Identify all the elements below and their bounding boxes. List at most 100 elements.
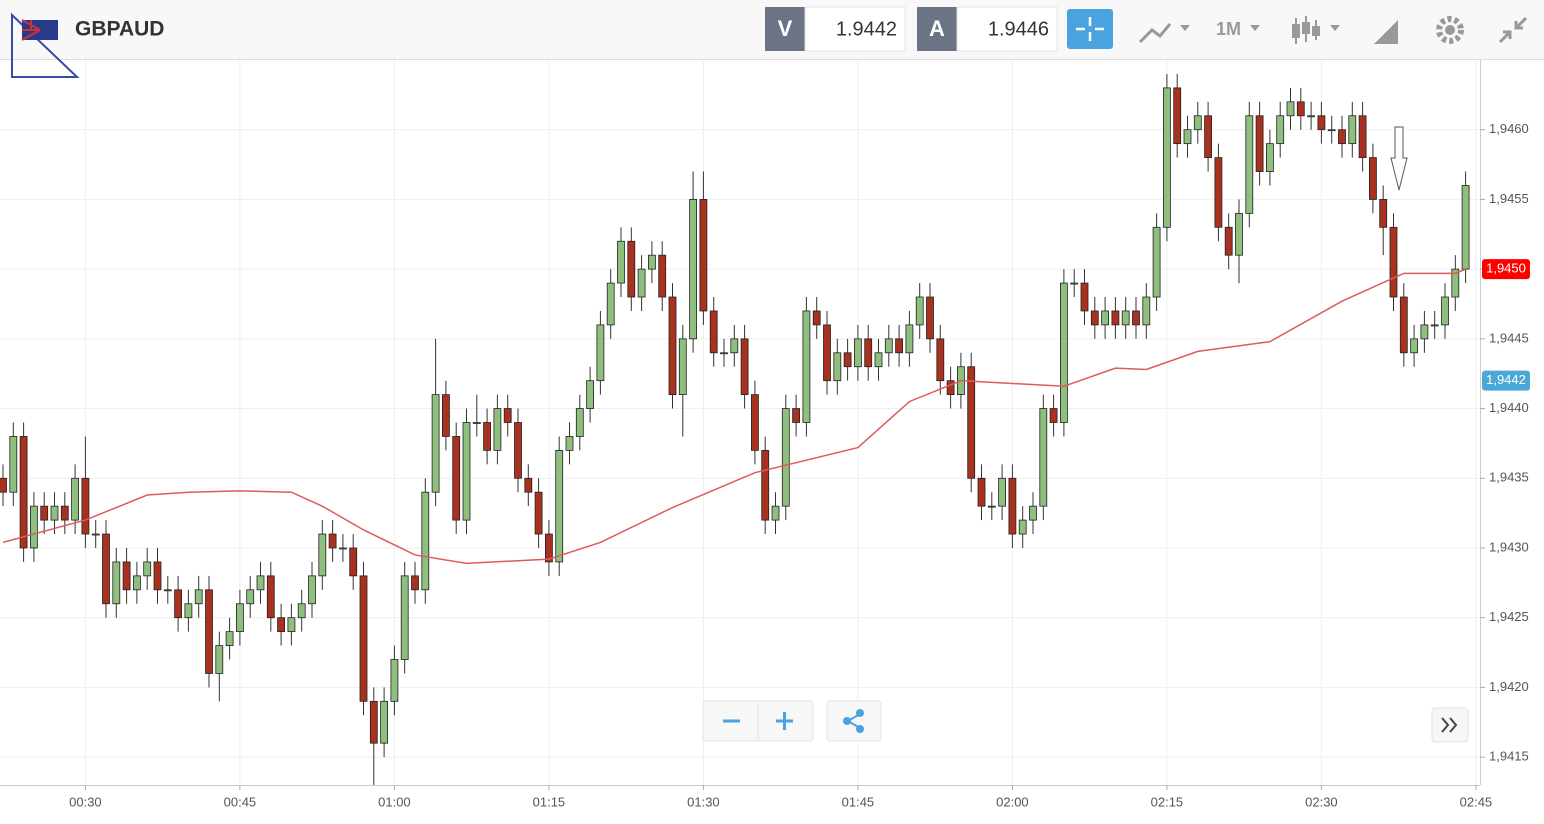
candle-body [1358, 115, 1367, 158]
share-button[interactable] [826, 700, 882, 742]
candle-body [9, 436, 18, 493]
zoom-in-button[interactable] [776, 712, 793, 730]
candle-body [678, 338, 687, 396]
candle-body [1430, 324, 1439, 327]
candle-body [1317, 115, 1326, 131]
candle-body [1245, 115, 1254, 214]
candle-body [905, 324, 914, 354]
candle-body [1286, 101, 1295, 117]
candle-body [256, 575, 265, 591]
candle-body [709, 310, 718, 354]
candle-body [40, 505, 49, 521]
candle-body [1451, 268, 1460, 298]
candle-body [586, 380, 594, 409]
moving-average [2, 268, 1466, 565]
candle-body [235, 603, 244, 633]
symbol: GBPAUD [75, 18, 164, 41]
candle-body [802, 310, 811, 423]
x-tick-label: 01:15 [533, 794, 566, 809]
candle-body [946, 380, 955, 396]
candle-body [1369, 157, 1377, 200]
bid-box[interactable] [765, 7, 805, 51]
x-tick-label: 01:45 [842, 794, 875, 809]
candle-body [1296, 101, 1305, 117]
candle-body [266, 575, 275, 619]
scroll-end-icon [1441, 717, 1458, 733]
collapse-icon[interactable] [1498, 16, 1528, 44]
candle-body [864, 338, 873, 368]
candle-body [833, 352, 842, 382]
candle-body [792, 408, 800, 423]
x-tick-label: 00:30 [69, 794, 102, 809]
candle-body [431, 394, 440, 493]
plot [0, 73, 1470, 785]
candle-body [0, 477, 7, 493]
ask-box[interactable] [917, 7, 957, 51]
drawing-icon[interactable] [1374, 20, 1398, 44]
candle-body [771, 505, 780, 521]
candle-body [565, 436, 574, 451]
y-tick-label: 1,9435 [1489, 470, 1529, 485]
x-tick-label: 02:15 [1151, 794, 1184, 809]
candle-body [503, 408, 512, 423]
candle-body [967, 366, 976, 479]
candle-body [689, 199, 697, 340]
y-tick-label: 1,9460 [1489, 121, 1529, 136]
candle-body [369, 700, 378, 744]
candle-body [1173, 87, 1182, 145]
timeframe[interactable]: 1M [1216, 19, 1241, 39]
candle-body [514, 422, 522, 479]
dropdown-arrow [1330, 25, 1340, 31]
candle-body [977, 477, 986, 507]
candle-body [153, 561, 162, 591]
scroll-end-button[interactable] [1431, 707, 1469, 743]
arrow-annotation [1390, 126, 1408, 191]
candle-body [534, 491, 543, 535]
candle-body [50, 505, 59, 521]
candle-body [1420, 324, 1429, 340]
bid-value-box [804, 6, 906, 52]
candle-body [1327, 129, 1336, 132]
dropdown-arrow [1180, 25, 1190, 31]
price-label-box [1482, 259, 1530, 280]
candle-body [1090, 310, 1099, 326]
candle-body [246, 589, 255, 605]
x-tick-label: 01:00 [378, 794, 411, 809]
candle-body [627, 240, 636, 298]
settings-icon[interactable] [1436, 16, 1464, 44]
candles-icon-body [1312, 26, 1320, 36]
candle-body [648, 254, 656, 270]
candle-body [1193, 115, 1202, 131]
candle-body [1163, 87, 1171, 228]
price-label: 1,9442 [1486, 372, 1526, 387]
candle-body [730, 338, 739, 354]
candle-body [720, 352, 728, 355]
share-icon-dot [856, 709, 864, 717]
candle-body [349, 547, 358, 577]
ask-value: 1.9446 [988, 18, 1049, 40]
candle-body [338, 547, 347, 550]
y-tick-label: 1,9445 [1489, 330, 1529, 345]
candle-body [441, 394, 450, 437]
candle-body [1111, 310, 1120, 326]
candle-body [81, 477, 90, 535]
candle-body [1039, 408, 1048, 507]
crosshair-button[interactable] [1067, 9, 1113, 49]
candle-body [472, 422, 481, 424]
candle-body [1224, 226, 1233, 256]
x-tick-label: 02:00 [996, 794, 1029, 809]
share-icon-dot [843, 717, 851, 725]
candle-body [1266, 143, 1274, 172]
candle-body [1379, 199, 1388, 228]
candle-body [699, 199, 708, 312]
candle-body [483, 422, 492, 451]
candle-body [1338, 129, 1346, 145]
candle-body [493, 408, 502, 451]
chart-type-icon[interactable] [1138, 23, 1172, 44]
settings-icon-center [1445, 25, 1455, 35]
candle-body [1142, 296, 1151, 326]
candle-body [1121, 310, 1130, 326]
candle-body [71, 477, 79, 521]
candle-body [91, 533, 100, 536]
